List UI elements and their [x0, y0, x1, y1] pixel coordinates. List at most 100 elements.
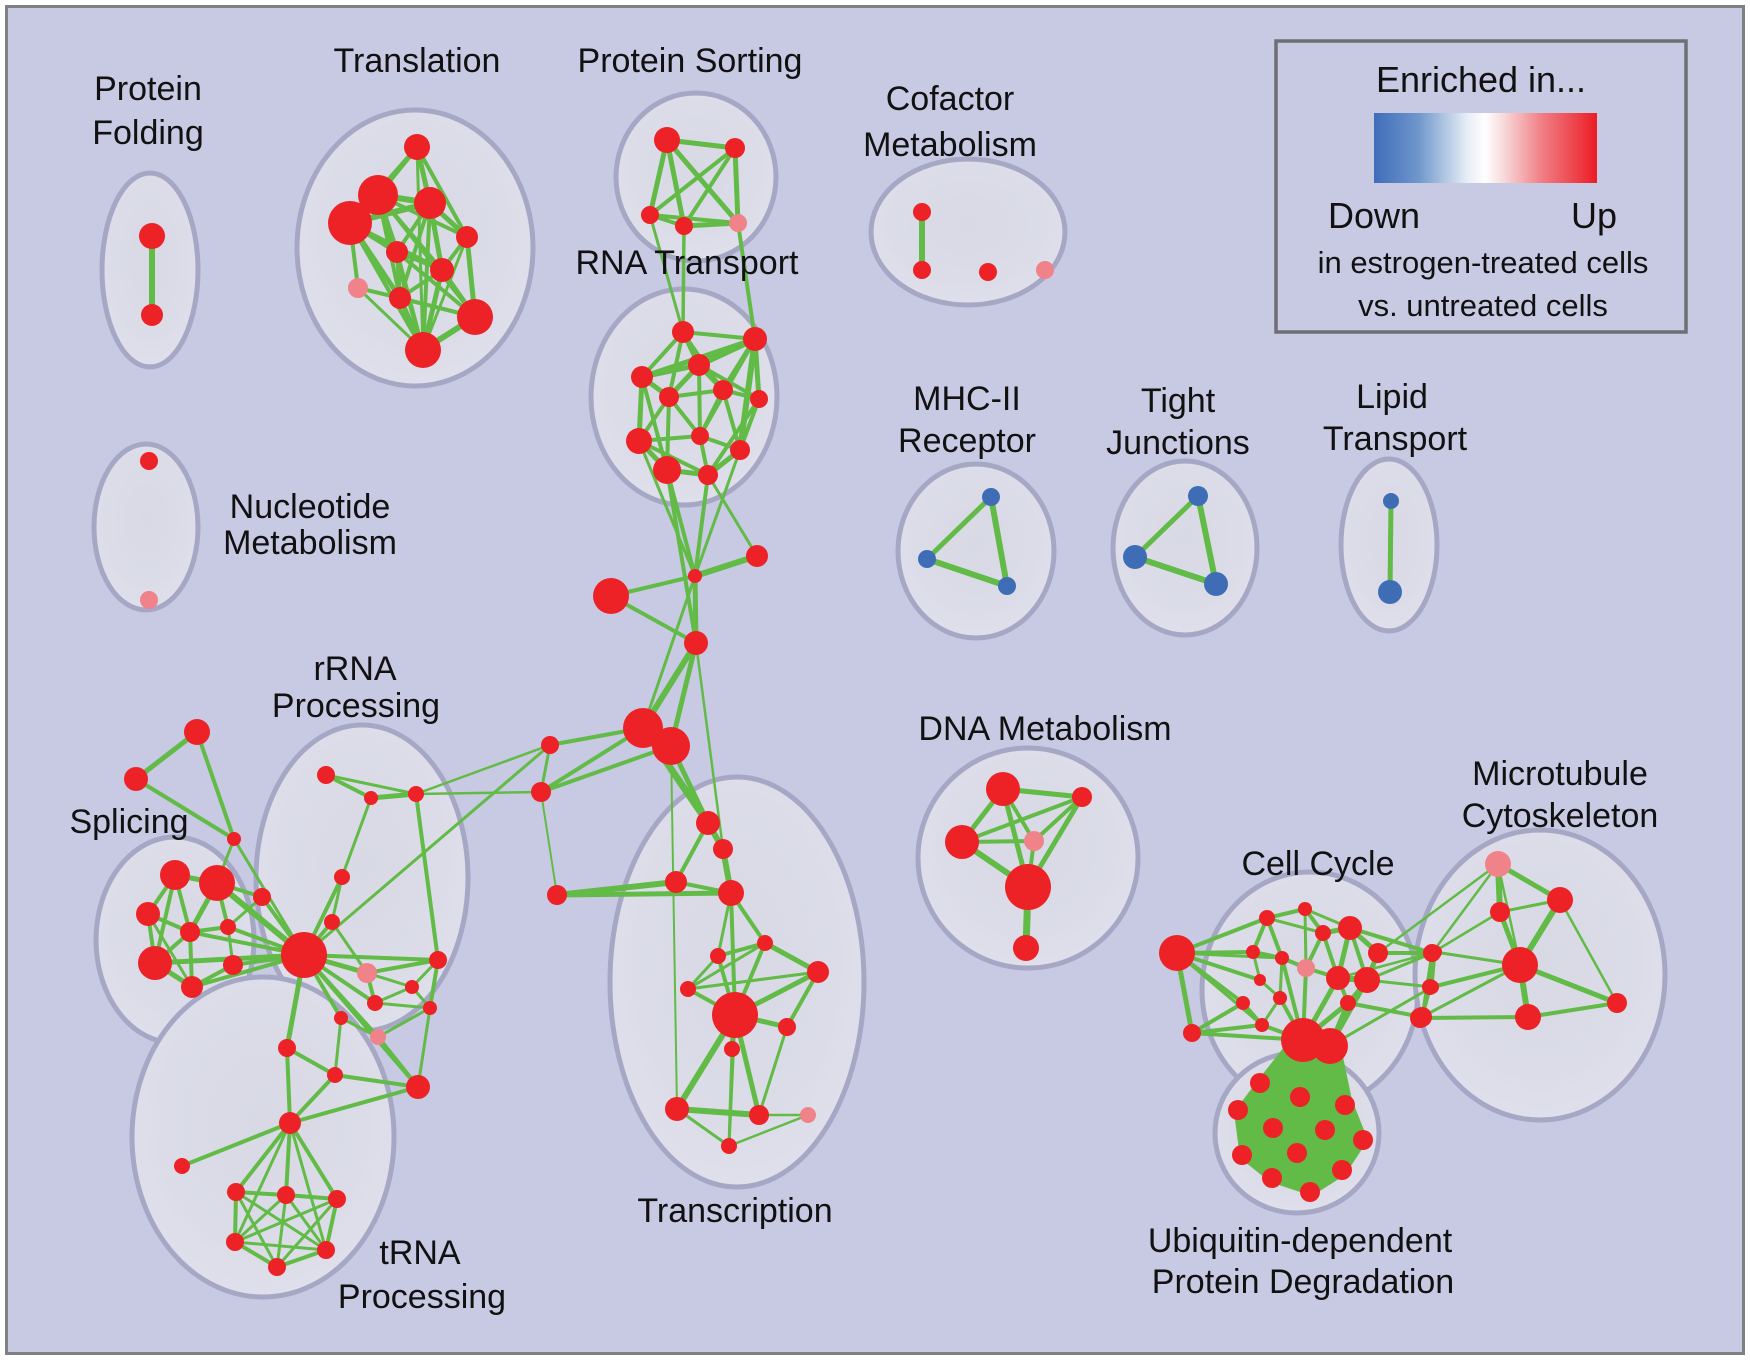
node-cc12 [1368, 943, 1388, 963]
cluster-label-cell-cycle-0: Cell Cycle [1241, 845, 1394, 883]
edge-tn3-tn6 [275, 1197, 339, 1269]
node-ub6 [1335, 1095, 1355, 1115]
node-rrf [357, 963, 377, 983]
node-cc1 [1159, 935, 1195, 971]
node-th1 [279, 1112, 301, 1134]
node-ub4 [1263, 1118, 1283, 1138]
node-rrc [408, 786, 424, 802]
edge-rro-hub [302, 953, 420, 1089]
node-mh2 [918, 550, 936, 568]
edge-rrb-rrd [340, 796, 373, 879]
node-dm4 [1024, 831, 1044, 851]
node-tlone [174, 1158, 190, 1174]
edge-rt12-cn1 [693, 473, 710, 578]
edge-cc3-cc5 [1265, 916, 1325, 935]
node-cn2 [746, 545, 768, 567]
node-sp5 [220, 919, 236, 935]
cluster-label-tight-junctions-1: Junctions [1106, 424, 1250, 462]
node-cc3 [1259, 910, 1275, 926]
edge-hb2-cn6 [539, 744, 673, 794]
edge-cc1-cc16 [1175, 951, 1264, 1027]
node-rt9 [626, 428, 652, 454]
edge-rrm-th1 [285, 1046, 292, 1125]
edge-cc4-cc9 [1303, 907, 1308, 970]
edge-rrn-rro [333, 1073, 420, 1089]
cluster-label-trna-processing-0: tRNA [379, 1234, 461, 1272]
node-mt5 [1428, 945, 1442, 959]
node-hb1 [623, 708, 663, 748]
node-tn5 [317, 1241, 335, 1259]
edge-ps4-rt1 [681, 224, 686, 334]
node-rt12 [698, 465, 718, 485]
node-tc8 [680, 981, 696, 997]
edge-out1-out3 [195, 730, 236, 841]
node-tc2 [713, 839, 733, 859]
node-nm1 [140, 452, 158, 470]
edge-mh1-mh3 [988, 494, 1010, 589]
node-cf2 [913, 261, 931, 279]
cluster-trna-processing [129, 974, 397, 1300]
node-out3 [227, 832, 241, 846]
node-cf3 [979, 263, 997, 281]
node-t6 [386, 241, 408, 263]
node-rt7 [750, 390, 768, 408]
node-out2 [124, 767, 148, 791]
cluster-label-mhc-ii-receptor-1: Receptor [898, 422, 1036, 460]
edge-out2-out3 [134, 777, 236, 841]
edge-mh1-mh2 [924, 494, 994, 562]
node-mt8 [1515, 1004, 1541, 1030]
edge-rrg-rrj [373, 1001, 432, 1010]
node-ps4 [675, 217, 693, 235]
node-cc10 [1326, 966, 1350, 990]
node-tc1 [696, 811, 720, 835]
node-cn3 [593, 578, 629, 614]
node-t3 [414, 187, 446, 219]
cluster-label-dna-metabolism-0: DNA Metabolism [918, 710, 1171, 748]
edge-tc8-tc9 [686, 970, 820, 991]
node-t7 [430, 258, 454, 282]
node-ub7 [1353, 1130, 1373, 1150]
cluster-label-cofactor-metabolism-1: Metabolism [863, 126, 1037, 164]
node-t5 [456, 226, 478, 248]
node-ub1 [1250, 1073, 1270, 1093]
node-ub12 [1300, 1182, 1320, 1202]
edge-cc19-cc20 [1346, 1001, 1424, 1019]
node-pf1 [139, 223, 165, 249]
edge-cc12-mt1 [1376, 862, 1500, 955]
cluster-label-cofactor-metabolism-0: Cofactor [886, 80, 1015, 118]
edge-dm2-dm3 [960, 795, 1084, 844]
node-sp7 [181, 976, 203, 998]
edge-rt10-cn1 [693, 448, 742, 578]
node-pf2 [141, 304, 163, 326]
node-rt4 [631, 366, 653, 388]
edge-tn1-tn6 [234, 1190, 279, 1269]
cluster-label-mhc-ii-receptor-0: MHC-II [913, 380, 1021, 418]
cluster-label-protein-folding-0: Protein [94, 70, 202, 108]
cluster-label-tight-junctions-0: Tight [1141, 382, 1216, 420]
edge-ps1-ps4 [664, 137, 687, 229]
node-sp6 [138, 946, 172, 980]
network-nodes [124, 127, 1627, 1276]
legend-subtitle-line1: in estrogen-treated cells [1318, 245, 1649, 280]
legend-down-label: Down [1328, 195, 1420, 236]
node-rrh [405, 980, 419, 994]
edge-cc21-mt3 [1430, 910, 1502, 955]
edge-mt2-mt9 [1558, 898, 1619, 1005]
edge-rrj-rro [416, 1006, 432, 1089]
cluster-label-protein-folding-1: Folding [92, 114, 204, 152]
node-ub10 [1262, 1168, 1282, 1188]
node-rrl [370, 1029, 386, 1045]
edge-cn6-tc5 [540, 791, 558, 896]
node-tj3 [1204, 572, 1228, 596]
node-rrm [278, 1039, 296, 1057]
cluster-labels: Protein Folding Translation Protein Sorting… [69, 42, 1658, 1316]
node-cc11 [1354, 967, 1380, 993]
cluster-label-rna-transport-0: RNA Transport [576, 244, 800, 282]
node-ub8 [1232, 1145, 1252, 1165]
edge-rre-rrf [330, 920, 369, 975]
node-rrj [423, 1001, 437, 1015]
cluster-label-rrna-processing-1: Processing [272, 687, 440, 725]
edge-mh2-mh3 [924, 556, 1010, 589]
cluster-label-ubiquitin-degradation-0: Ubiquitin-dependent [1148, 1222, 1453, 1260]
node-sp1 [160, 860, 190, 890]
